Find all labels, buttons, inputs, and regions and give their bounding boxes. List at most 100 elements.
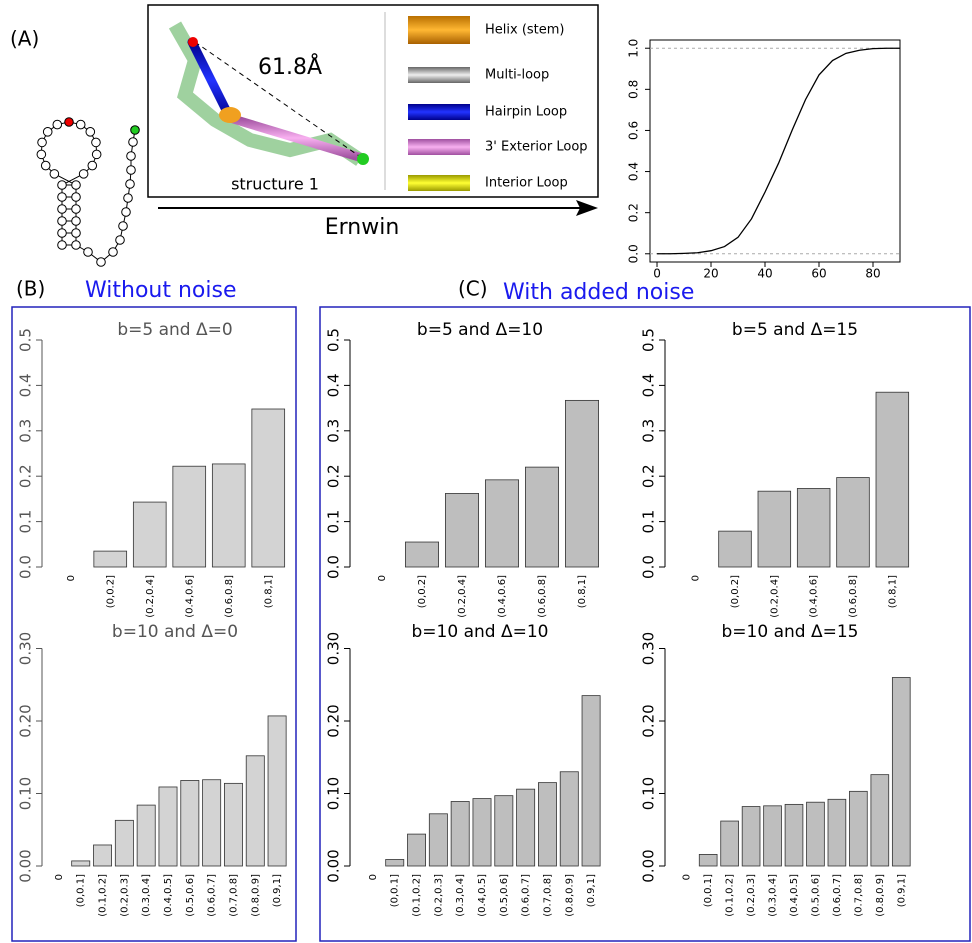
y-tick-label: 0.10 xyxy=(325,777,343,810)
panel-label: (B) xyxy=(16,277,45,301)
distance-label: 61.8Å xyxy=(258,53,322,80)
bar xyxy=(245,755,265,867)
nucleotide xyxy=(71,204,81,214)
nucleotide xyxy=(64,117,74,127)
bar xyxy=(870,774,890,867)
bar xyxy=(484,479,519,568)
x-tick-label: (0.4,0.6] xyxy=(809,575,820,618)
nucleotide xyxy=(85,127,96,137)
y-tick-label: 0.0 xyxy=(627,244,641,263)
y-tick-label: 0.0 xyxy=(17,555,35,579)
bar xyxy=(93,550,128,568)
bar xyxy=(565,399,600,568)
bar xyxy=(251,408,286,568)
x-tick-label: (0,0.1] xyxy=(390,874,401,907)
nucleotide xyxy=(37,137,47,148)
legend-label: Helix (stem) xyxy=(485,23,565,38)
x-tick-label: (0.7,0.8] xyxy=(542,874,553,917)
y-tick-label: 0.1 xyxy=(325,510,343,534)
y-tick-label: 0.2 xyxy=(325,464,343,488)
y-tick-label: 0.8 xyxy=(627,80,641,99)
x-tick-label: (0.2,0.3] xyxy=(746,874,757,917)
plot-frame xyxy=(649,39,901,263)
y-tick-label: 0.6 xyxy=(627,121,641,140)
x-tick-label: (0.1,0.2] xyxy=(98,874,109,917)
x-tick-label: (0.6,0.8] xyxy=(537,575,548,618)
bar xyxy=(559,771,579,867)
nucleotide xyxy=(130,125,140,135)
bar xyxy=(71,860,91,867)
nucleotide xyxy=(87,160,98,171)
bar xyxy=(385,859,405,867)
bar xyxy=(428,813,448,867)
x-tick-label: (0.2,0.4] xyxy=(457,575,468,618)
nucleotide xyxy=(71,180,81,190)
bar xyxy=(698,854,718,867)
x-tick-label: 0 xyxy=(691,575,702,581)
y-tick-label: 0.1 xyxy=(640,510,658,534)
y-tick-label: 0.4 xyxy=(17,373,35,397)
bar xyxy=(849,790,868,867)
bar xyxy=(796,488,831,568)
x-tick-label: (0.5,0.6] xyxy=(499,874,510,917)
x-tick-label: (0.8,0.9] xyxy=(564,874,575,917)
nucleotide xyxy=(36,149,47,160)
y-tick-label: 0.5 xyxy=(640,328,658,352)
x-tick-label: (0.2,0.4] xyxy=(145,575,156,618)
legend-swatch xyxy=(408,67,470,83)
bar xyxy=(444,493,479,568)
legend-swatch xyxy=(408,16,470,44)
x-tick-label: 60 xyxy=(811,267,826,281)
x-tick-label: (0.8,0.9] xyxy=(250,874,261,917)
nucleotide xyxy=(126,151,136,161)
y-tick-label: 0.1 xyxy=(17,510,35,534)
bar xyxy=(891,677,911,867)
x-tick-label: (0.3,0.4] xyxy=(768,874,779,917)
bar xyxy=(136,804,156,867)
x-tick-label: 40 xyxy=(757,267,772,281)
bar xyxy=(180,780,200,867)
bar xyxy=(516,788,536,867)
chart-title: b=5 and Δ=10 xyxy=(417,320,543,340)
bar xyxy=(472,798,492,867)
y-tick-label: 0.2 xyxy=(627,203,641,222)
nucleotide xyxy=(91,137,101,148)
y-tick-label: 0.30 xyxy=(325,632,343,665)
y-tick-label: 0.3 xyxy=(325,419,343,443)
structure-box xyxy=(147,4,599,198)
nucleotide xyxy=(57,228,67,238)
panel-title: Without noise xyxy=(85,278,237,303)
nucleotide xyxy=(123,193,133,203)
nucleotide xyxy=(121,207,131,217)
nucleotide xyxy=(125,179,135,189)
x-tick-label: (0.7,0.8] xyxy=(853,874,864,917)
bar xyxy=(525,466,560,568)
x-tick-label: (0.9,1] xyxy=(272,874,283,907)
x-tick-label: (0.1,0.2] xyxy=(412,874,423,917)
chart-title: b=10 and Δ=0 xyxy=(112,622,238,642)
chart-title: b=10 and Δ=15 xyxy=(722,622,859,642)
cdf-line xyxy=(657,47,900,255)
y-tick-label: 0.10 xyxy=(640,777,658,810)
bar xyxy=(720,820,739,867)
panel-label: (C) xyxy=(458,277,488,301)
y-tick-label: 0.00 xyxy=(17,849,35,882)
bar xyxy=(93,844,112,867)
bar xyxy=(132,501,167,568)
nucleotide xyxy=(57,180,67,190)
panel-box xyxy=(11,306,297,942)
y-tick-label: 0.20 xyxy=(640,704,658,737)
bar xyxy=(538,782,557,867)
nucleotide xyxy=(96,257,106,267)
x-tick-label: 0 xyxy=(66,575,77,581)
y-tick-label: 0.0 xyxy=(325,555,343,579)
y-tick-label: 0.2 xyxy=(640,464,658,488)
x-tick-label: (0.4,0.5] xyxy=(163,874,174,917)
bar xyxy=(784,803,804,867)
nucleotide xyxy=(108,247,118,257)
panel-title: With added noise xyxy=(503,280,694,305)
x-tick-label: (0.6,0.7] xyxy=(832,874,843,917)
nucleotide xyxy=(83,247,93,257)
y-tick-label: 0.00 xyxy=(325,849,343,882)
